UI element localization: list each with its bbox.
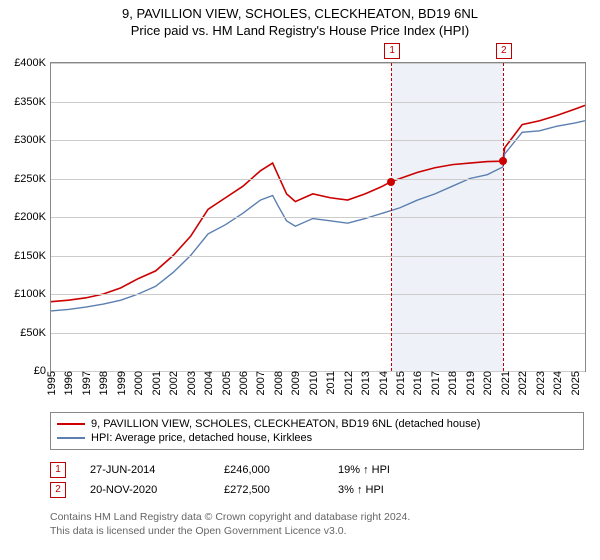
- y-tick-label: £400K: [14, 57, 51, 69]
- gridline: [51, 140, 585, 141]
- legend-swatch: [57, 437, 85, 439]
- sale-delta: 3% ↑ HPI: [338, 484, 384, 496]
- x-tick-label: 2021: [498, 371, 512, 395]
- footnote-line-2: This data is licensed under the Open Gov…: [50, 524, 410, 538]
- sale-price: £272,500: [224, 484, 314, 496]
- x-tick-label: 2015: [393, 371, 407, 395]
- footnote: Contains HM Land Registry data © Crown c…: [50, 510, 410, 538]
- chart-container: 9, PAVILLION VIEW, SCHOLES, CLECKHEATON,…: [0, 0, 600, 560]
- sale-row: 1 27-JUN-2014 £246,000 19% ↑ HPI: [50, 460, 390, 480]
- y-tick-label: £300K: [14, 134, 51, 146]
- x-tick-label: 2012: [341, 371, 355, 395]
- gridline: [51, 63, 585, 64]
- x-tick-label: 2018: [445, 371, 459, 395]
- x-tick-label: 2024: [550, 371, 564, 395]
- y-tick-label: £200K: [14, 211, 51, 223]
- gridline: [51, 102, 585, 103]
- sale-price: £246,000: [224, 464, 314, 476]
- x-tick-label: 2016: [410, 371, 424, 395]
- x-tick-label: 2014: [376, 371, 390, 395]
- x-tick-label: 2000: [131, 371, 145, 395]
- sale-date: 20-NOV-2020: [90, 484, 200, 496]
- x-tick-label: 2010: [306, 371, 320, 395]
- gridline: [51, 217, 585, 218]
- x-tick-label: 1996: [61, 371, 75, 395]
- x-tick-label: 1998: [96, 371, 110, 395]
- plot-area: £0£50K£100K£150K£200K£250K£300K£350K£400…: [50, 62, 586, 372]
- x-tick-label: 2003: [184, 371, 198, 395]
- x-tick-label: 2009: [288, 371, 302, 395]
- legend-swatch: [57, 423, 85, 425]
- sale-point: [387, 178, 395, 186]
- x-tick-label: 2006: [236, 371, 250, 395]
- x-tick-label: 2017: [428, 371, 442, 395]
- gridline: [51, 179, 585, 180]
- sale-date: 27-JUN-2014: [90, 464, 200, 476]
- series-price_paid: [51, 105, 585, 301]
- y-tick-label: £150K: [14, 250, 51, 262]
- x-tick-label: 2002: [166, 371, 180, 395]
- x-tick-label: 2001: [149, 371, 163, 395]
- sales-table: 1 27-JUN-2014 £246,000 19% ↑ HPI 2 20-NOV-202…: [50, 460, 390, 500]
- sale-marker-line: 1: [391, 63, 392, 371]
- sale-row-badge: 1: [50, 462, 66, 478]
- sale-row: 2 20-NOV-2020 £272,500 3% ↑ HPI: [50, 480, 390, 500]
- x-tick-label: 1999: [114, 371, 128, 395]
- sale-marker-line: 2: [503, 63, 504, 371]
- x-tick-label: 2004: [201, 371, 215, 395]
- sale-row-badge: 2: [50, 482, 66, 498]
- x-tick-label: 2023: [533, 371, 547, 395]
- x-tick-label: 1995: [44, 371, 58, 395]
- x-tick-label: 2011: [323, 371, 337, 395]
- x-tick-label: 2025: [568, 371, 582, 395]
- y-tick-label: £250K: [14, 173, 51, 185]
- chart-title: 9, PAVILLION VIEW, SCHOLES, CLECKHEATON,…: [0, 0, 600, 21]
- legend-label: 9, PAVILLION VIEW, SCHOLES, CLECKHEATON,…: [91, 418, 480, 430]
- x-tick-label: 2013: [358, 371, 372, 395]
- x-tick-label: 2019: [463, 371, 477, 395]
- legend: 9, PAVILLION VIEW, SCHOLES, CLECKHEATON,…: [50, 412, 584, 450]
- y-tick-label: £350K: [14, 96, 51, 108]
- chart-subtitle: Price paid vs. HM Land Registry's House …: [0, 21, 600, 42]
- footnote-line-1: Contains HM Land Registry data © Crown c…: [50, 510, 410, 524]
- x-tick-label: 2007: [253, 371, 267, 395]
- legend-item: 9, PAVILLION VIEW, SCHOLES, CLECKHEATON,…: [57, 417, 577, 431]
- gridline: [51, 294, 585, 295]
- y-tick-label: £50K: [20, 327, 51, 339]
- y-tick-label: £100K: [14, 288, 51, 300]
- x-tick-label: 2008: [271, 371, 285, 395]
- sale-marker-badge: 2: [496, 43, 512, 59]
- sale-delta: 19% ↑ HPI: [338, 464, 390, 476]
- x-tick-label: 2022: [515, 371, 529, 395]
- sale-marker-badge: 1: [384, 43, 400, 59]
- x-tick-label: 2020: [480, 371, 494, 395]
- gridline: [51, 333, 585, 334]
- legend-label: HPI: Average price, detached house, Kirk…: [91, 432, 312, 444]
- x-tick-label: 1997: [79, 371, 93, 395]
- sale-point: [499, 157, 507, 165]
- legend-item: HPI: Average price, detached house, Kirk…: [57, 431, 577, 445]
- gridline: [51, 256, 585, 257]
- x-tick-label: 2005: [219, 371, 233, 395]
